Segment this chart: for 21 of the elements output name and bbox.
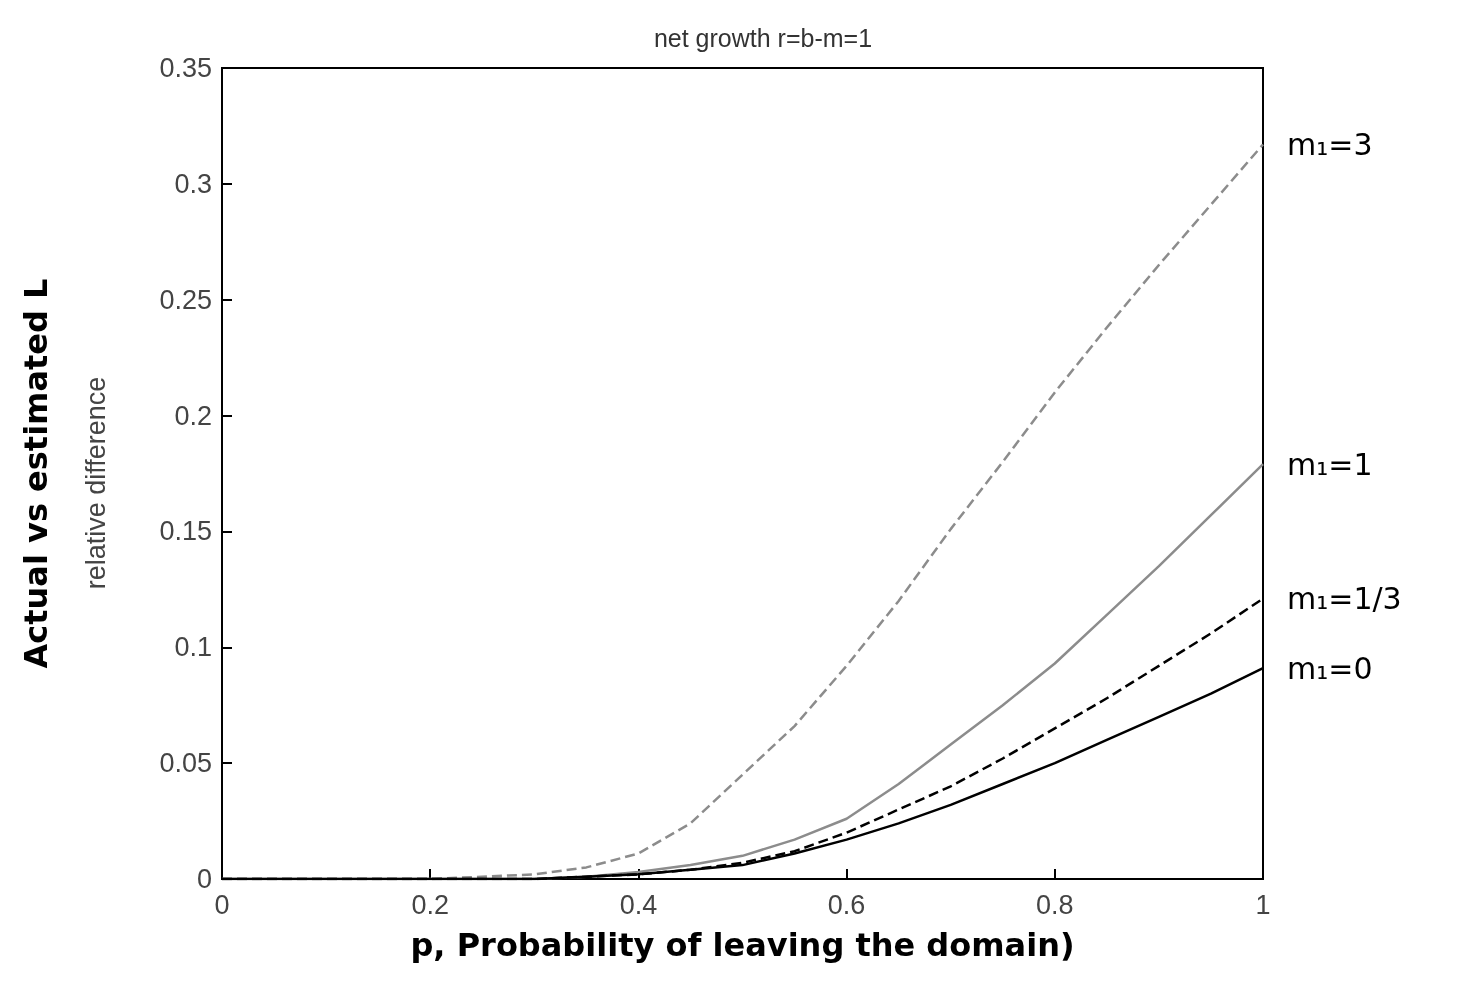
y-tick-label: 0 [196,864,212,894]
x-tick-label: 1 [1255,889,1271,920]
series-label: m₁=0 [1287,650,1373,686]
series-label: m₁=1 [1287,446,1373,482]
x-tick-label: 0.6 [827,889,866,920]
text: relative difference [81,376,111,590]
x-tick-label: 0.4 [619,889,658,920]
x-axis-title: p, Probability of leaving the domain) [410,926,1075,964]
y-tick-label: 0.3 [174,168,212,199]
y-tick-label: 0.2 [174,400,212,431]
y-tick-label: 0.1 [174,632,212,663]
y-tick-label: 0.15 [159,516,212,547]
y-axis-title: Actual vs estimated L [17,278,55,669]
y-tick-label: 0.35 [159,53,212,83]
chart-title: net growth r=b-m=1 [653,23,873,52]
x-tick-label: 0.8 [1036,889,1074,920]
x-tick-label: 0.2 [411,889,449,920]
series-label: m₁=3 [1287,126,1373,162]
y-tick-label: 0.05 [159,748,212,779]
series-label: m₁=1/3 [1287,581,1402,617]
y-tick-label: 0.25 [159,284,212,315]
